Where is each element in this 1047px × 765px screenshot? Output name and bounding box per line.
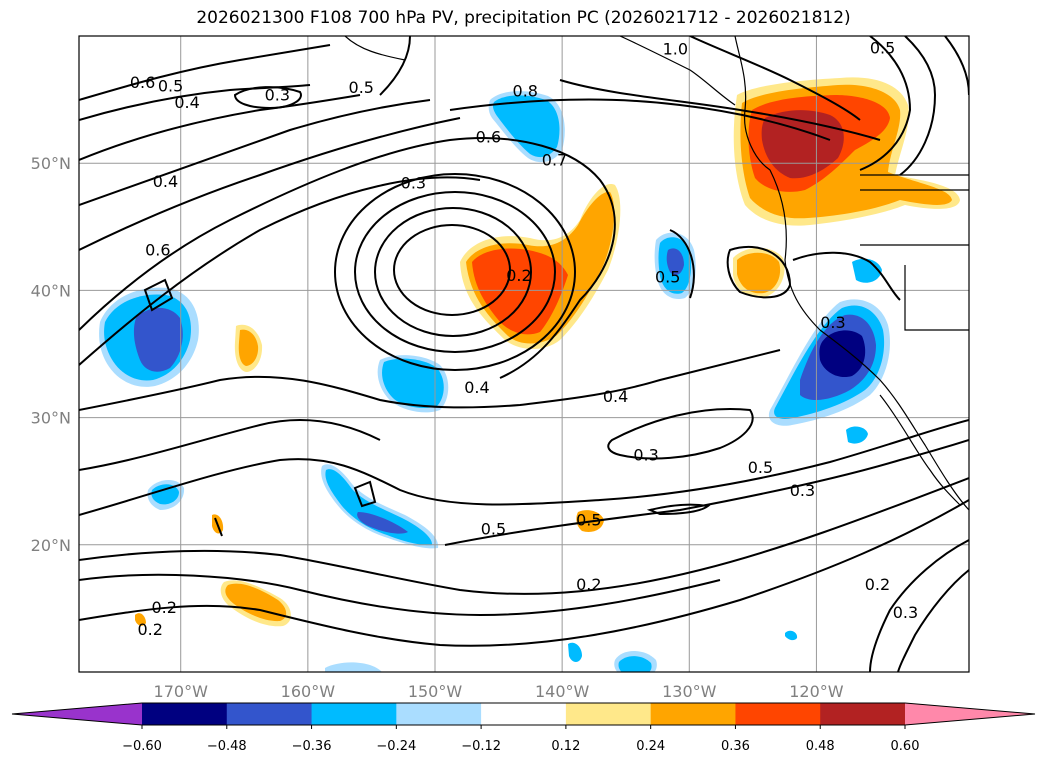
contour-label: 0.5 <box>748 458 773 477</box>
lat-tick-label: 50°N <box>31 154 71 173</box>
lon-tick-label: 160°W <box>281 682 336 701</box>
contour-label: 0.3 <box>893 603 918 622</box>
contour-label: 0.2 <box>137 620 162 639</box>
precip-negative-area <box>151 484 179 505</box>
lon-tick-label: 170°W <box>154 682 209 701</box>
precip-negative-area <box>133 307 183 372</box>
contour-label: 0.6 <box>130 73 155 92</box>
axis-tick-labels: 50°N 40°N 30°N 20°N 170°W 160°W 150°W 140°W 130°… <box>31 154 844 701</box>
colorbar-tick-label: 0.60 <box>891 739 920 754</box>
contour-label: 0.5 <box>576 510 601 529</box>
precip-negative-area <box>357 512 408 534</box>
precip-negative-area <box>382 358 444 408</box>
contour-label: 0.2 <box>576 575 601 594</box>
contour-label: 1.0 <box>663 40 688 59</box>
colorbar-segment <box>735 703 821 725</box>
contour-label: 0.3 <box>401 173 426 192</box>
colorbar-tick-label: −0.60 <box>122 739 162 754</box>
precip-positive-area <box>472 248 568 335</box>
colorbar-segment <box>311 703 397 725</box>
precip-negative-area <box>846 426 868 444</box>
colorbar-segment <box>142 703 228 725</box>
contour-label: 0.4 <box>464 378 489 397</box>
contour-label: 0.3 <box>265 86 290 105</box>
contour-labels: 0.6 0.50.4 0.3 0.50.40.60.30.60.80.71.0 0.50… <box>130 38 918 639</box>
colorbar-tick-label: 0.24 <box>636 739 665 754</box>
colorbar-segment <box>226 703 313 725</box>
lat-tick-label: 40°N <box>31 281 71 300</box>
lon-tick-label: 140°W <box>535 682 590 701</box>
precip-positive-area <box>238 329 259 366</box>
colorbar-tick-label: 0.48 <box>806 739 835 754</box>
contour-label: 0.5 <box>870 38 895 57</box>
precip-positive-area <box>135 613 146 626</box>
precip-negative-area <box>618 656 652 672</box>
precip-positive-area <box>761 110 844 179</box>
contour-label: 0.4 <box>174 93 199 112</box>
colorbar-segment <box>396 703 482 725</box>
precip-negative-area <box>819 330 866 378</box>
colorbar-segment <box>650 703 736 725</box>
colorbar-segment <box>565 703 652 725</box>
colorbar-tick-label: −0.12 <box>461 739 501 754</box>
precip-negative-area <box>666 248 684 276</box>
contour-label: 0.7 <box>542 150 567 169</box>
contour-label: 0.4 <box>603 387 628 406</box>
lon-tick-label: 150°W <box>408 682 463 701</box>
contour-label: 0.2 <box>506 266 531 285</box>
contour-label: 0.6 <box>476 127 501 146</box>
map-title: 2026021300 F108 700 hPa PV, precipitatio… <box>196 8 851 28</box>
contour-label: 0.6 <box>145 241 170 260</box>
contour-label: 0.2 <box>151 598 176 617</box>
colorbar-extend-min <box>12 703 142 725</box>
contour-label: 0.5 <box>158 77 183 96</box>
precip-negative-area <box>785 630 798 641</box>
contour-label: 0.5 <box>481 519 506 538</box>
contour-label: 0.2 <box>865 575 890 594</box>
colorbar-tick-label: 0.12 <box>551 739 580 754</box>
colorbar-tick-label: 0.36 <box>721 739 750 754</box>
lon-tick-label: 130°W <box>662 682 717 701</box>
precip-negative-area <box>325 662 382 672</box>
contour-label: 0.3 <box>790 481 815 500</box>
colorbar: −0.60 −0.48 −0.36 −0.24 −0.12 0.12 0.24 0.36 0.4… <box>11 702 1036 754</box>
colorbar-extend-max <box>905 703 1035 725</box>
precip-negative-area <box>852 258 882 283</box>
coastlines <box>344 36 969 511</box>
colorbar-tick-label: −0.48 <box>207 739 247 754</box>
lat-tick-label: 30°N <box>31 409 71 428</box>
colorbar-tick-label: −0.36 <box>292 739 332 754</box>
map-frame <box>78 35 970 673</box>
lat-tick-label: 20°N <box>31 536 71 555</box>
colorbar-segment <box>820 703 906 725</box>
contour-label: 0.5 <box>655 267 680 286</box>
contour-label: 0.4 <box>153 172 178 191</box>
precip-negative-area <box>493 95 560 158</box>
precip-positive-area <box>737 252 781 294</box>
contour-label: 0.3 <box>633 445 658 464</box>
lon-tick-label: 120°W <box>789 682 844 701</box>
colorbar-segment <box>481 703 567 725</box>
contour-label: 0.3 <box>820 313 845 332</box>
precip-negative-area <box>325 469 433 546</box>
contour-label: 0.8 <box>513 82 538 101</box>
contour-label: 0.5 <box>349 78 374 97</box>
precip-negative-area <box>568 642 582 662</box>
colorbar-tick-label: −0.24 <box>376 739 416 754</box>
pv-contours <box>79 36 969 672</box>
